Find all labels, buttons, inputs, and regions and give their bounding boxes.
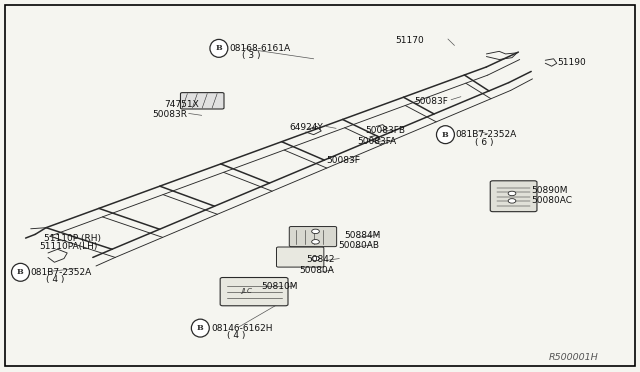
Text: 51110P (RH): 51110P (RH) <box>44 234 100 243</box>
Ellipse shape <box>210 39 228 57</box>
Text: B: B <box>442 131 449 139</box>
Text: R500001H: R500001H <box>549 353 599 362</box>
Text: B: B <box>17 268 24 276</box>
FancyBboxPatch shape <box>289 227 337 247</box>
Text: 50083R: 50083R <box>152 110 188 119</box>
Ellipse shape <box>12 263 29 281</box>
Text: B: B <box>197 324 204 332</box>
Text: 50890M: 50890M <box>531 186 568 195</box>
Circle shape <box>508 191 516 196</box>
Ellipse shape <box>191 319 209 337</box>
Text: 51110PA(LH): 51110PA(LH) <box>40 242 98 251</box>
Text: 50083FA: 50083FA <box>357 137 396 146</box>
Text: 50080AC: 50080AC <box>531 196 572 205</box>
Circle shape <box>312 256 319 261</box>
Text: ( 6 ): ( 6 ) <box>475 138 493 147</box>
Text: 50083FB: 50083FB <box>365 126 404 135</box>
Text: 081B7-2352A: 081B7-2352A <box>456 130 517 139</box>
Text: 08146-6162H: 08146-6162H <box>211 324 273 333</box>
Text: 081B7-2352A: 081B7-2352A <box>31 268 92 277</box>
FancyBboxPatch shape <box>180 93 224 109</box>
Text: ( 4 ): ( 4 ) <box>227 331 246 340</box>
Text: 50080AB: 50080AB <box>338 241 379 250</box>
Text: 50080A: 50080A <box>300 266 334 275</box>
Text: 50083F: 50083F <box>326 156 360 165</box>
Text: 50083F: 50083F <box>415 97 449 106</box>
Text: 51170: 51170 <box>396 36 424 45</box>
Text: ( 4 ): ( 4 ) <box>46 275 65 284</box>
Text: 74751X: 74751X <box>164 100 198 109</box>
Circle shape <box>312 229 319 234</box>
Text: 64924Y: 64924Y <box>289 123 323 132</box>
Ellipse shape <box>436 126 454 144</box>
Text: JLC: JLC <box>241 288 252 294</box>
Text: 08168-6161A: 08168-6161A <box>229 44 291 53</box>
Circle shape <box>312 240 319 244</box>
FancyBboxPatch shape <box>490 181 537 212</box>
Text: B: B <box>216 44 222 52</box>
Text: 50842: 50842 <box>306 255 335 264</box>
Text: 51190: 51190 <box>557 58 586 67</box>
Text: ( 3 ): ( 3 ) <box>242 51 260 60</box>
FancyBboxPatch shape <box>220 278 288 306</box>
FancyBboxPatch shape <box>276 247 324 267</box>
Text: 50884M: 50884M <box>344 231 381 240</box>
Circle shape <box>508 199 516 203</box>
Text: 50810M: 50810M <box>261 282 298 291</box>
